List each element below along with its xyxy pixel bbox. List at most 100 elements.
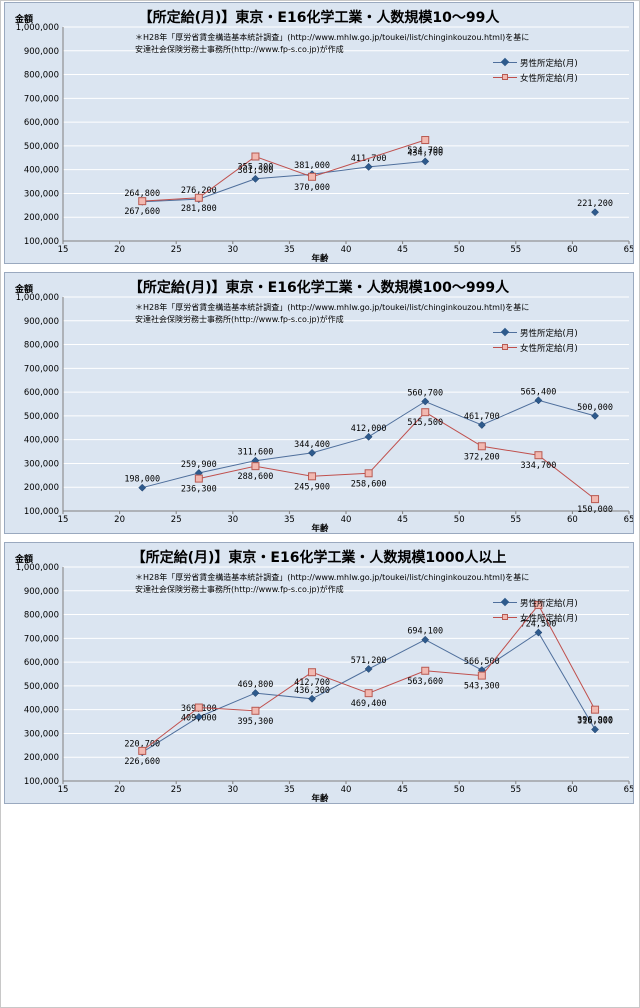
data-label: 245,900	[294, 482, 330, 492]
data-label: 198,000	[124, 475, 160, 485]
data-point-male	[251, 174, 260, 183]
data-label: 258,600	[351, 479, 387, 489]
x-tick-label: 55	[510, 245, 521, 255]
data-label: 276,200	[181, 186, 217, 196]
legend-line-icon	[493, 344, 517, 352]
source-note: ＊H28年「厚労省賃金構造基本統計調査」(http://www.mhlw.go.…	[135, 32, 529, 56]
x-tick-label: 60	[567, 785, 578, 795]
y-tick-label: 900,000	[24, 587, 59, 597]
x-tick-label: 40	[341, 245, 352, 255]
data-label: 311,600	[238, 448, 274, 458]
y-tick-label: 900,000	[24, 47, 59, 57]
data-point-male	[364, 665, 373, 673]
data-point-female	[308, 668, 317, 677]
chart-panel-10-99: 100,000 200,000 300,000 400,000 500,000 600,0…	[4, 2, 634, 264]
legend-item-male: 男性所定給(月)	[493, 325, 578, 340]
data-label: 409,000	[181, 714, 217, 724]
x-tick-label: 40	[341, 515, 352, 525]
x-tick-label: 15	[58, 515, 69, 525]
data-point-female	[364, 469, 373, 478]
data-point-female	[534, 601, 543, 610]
legend-label: 女性所定給(月)	[520, 73, 578, 84]
x-tick-label: 15	[58, 785, 69, 795]
data-point-male	[591, 208, 599, 217]
x-tick-label: 65	[624, 245, 634, 255]
data-label: 434,700	[407, 148, 443, 158]
source-note-line: ＊H28年「厚労省賃金構造基本統計調査」(http://www.mhlw.go.…	[135, 573, 530, 582]
y-axis-label: 金額	[15, 555, 34, 565]
y-tick-label: 200,000	[24, 753, 59, 763]
y-tick-label: 600,000	[24, 658, 59, 668]
y-axis-label: 金額	[15, 285, 34, 295]
y-tick-label: 400,000	[24, 436, 59, 446]
x-tick-label: 35	[284, 785, 295, 795]
legend-item-female: 女性所定給(月)	[493, 340, 578, 355]
y-tick-label: 100,000	[24, 777, 59, 787]
y-tick-label: 400,000	[24, 706, 59, 716]
x-tick-label: 50	[454, 515, 465, 525]
source-note: ＊H28年「厚労省賃金構造基本統計調査」(http://www.mhlw.go.…	[135, 302, 529, 326]
data-point-female	[138, 197, 147, 206]
x-tick-label: 40	[341, 785, 352, 795]
data-label: 221,200	[577, 199, 613, 209]
data-point-male	[308, 448, 316, 457]
data-label: 395,300	[238, 717, 274, 727]
legend-label: 女性所定給(月)	[520, 613, 578, 624]
y-tick-label: 600,000	[24, 118, 59, 128]
data-point-female	[421, 666, 430, 675]
data-label: 563,600	[407, 677, 443, 687]
data-point-female	[477, 442, 486, 451]
chart-title: 【所定給(月)】東京・E16化学工業・人数規模1000人以上	[131, 550, 507, 566]
data-label: 436,300	[294, 686, 330, 696]
legend-line-icon	[493, 57, 517, 67]
source-note: ＊H28年「厚労省賃金構造基本統計調査」(http://www.mhlw.go.…	[135, 572, 529, 596]
data-point-female	[194, 474, 203, 483]
legend-item-male: 男性所定給(月)	[493, 595, 578, 610]
data-label: 316,800	[577, 716, 613, 726]
y-tick-label: 400,000	[24, 166, 59, 176]
data-point-male	[421, 397, 430, 406]
data-label: 372,200	[464, 452, 500, 462]
y-tick-label: 800,000	[24, 71, 59, 81]
data-label: 344,400	[294, 440, 330, 450]
data-point-female	[364, 689, 373, 698]
data-point-male	[364, 432, 373, 441]
data-point-male	[534, 396, 543, 405]
chart-title: 【所定給(月)】東京・E16化学工業・人数規模100～999人	[128, 280, 510, 296]
x-tick-label: 35	[284, 515, 295, 525]
x-tick-label: 45	[397, 515, 408, 525]
data-label: 226,600	[124, 757, 160, 767]
data-point-male	[251, 689, 260, 698]
data-point-female	[194, 703, 203, 712]
data-label: 236,300	[181, 485, 217, 495]
x-tick-label: 30	[227, 245, 238, 255]
data-label: 288,600	[238, 472, 274, 482]
data-label: 571,200	[351, 656, 387, 666]
x-tick-label: 25	[171, 785, 182, 795]
legend-label: 男性所定給(月)	[520, 598, 578, 609]
chart-plot-1000-plus: 100,000 200,000 300,000 400,000 500,000 600,0…	[16, 563, 633, 803]
data-label: 500,000	[577, 403, 613, 413]
data-label: 565,400	[521, 387, 557, 397]
data-point-female	[421, 136, 430, 145]
data-point-male	[421, 157, 430, 166]
data-label: 334,700	[521, 461, 557, 471]
y-tick-label: 1,000,000	[16, 563, 59, 573]
data-point-male	[138, 483, 147, 492]
data-label: 543,300	[464, 682, 500, 692]
data-point-male	[308, 694, 316, 703]
data-label: 412,000	[351, 424, 387, 434]
y-tick-label: 600,000	[24, 388, 59, 398]
data-point-female	[591, 705, 600, 714]
data-label: 412,700	[294, 678, 330, 688]
source-note-line: 安達社会保険労務士事務所(http://www.fp-s.co.jp)が作成	[135, 585, 344, 594]
data-point-female	[534, 451, 543, 460]
legend-line-icon	[493, 74, 517, 82]
y-tick-label: 700,000	[24, 94, 59, 104]
y-tick-label: 500,000	[24, 142, 59, 152]
data-point-female	[251, 462, 260, 471]
data-point-male	[194, 713, 203, 721]
series-line	[198, 411, 596, 500]
legend-label: 男性所定給(月)	[520, 58, 578, 69]
data-point-female	[591, 495, 600, 504]
